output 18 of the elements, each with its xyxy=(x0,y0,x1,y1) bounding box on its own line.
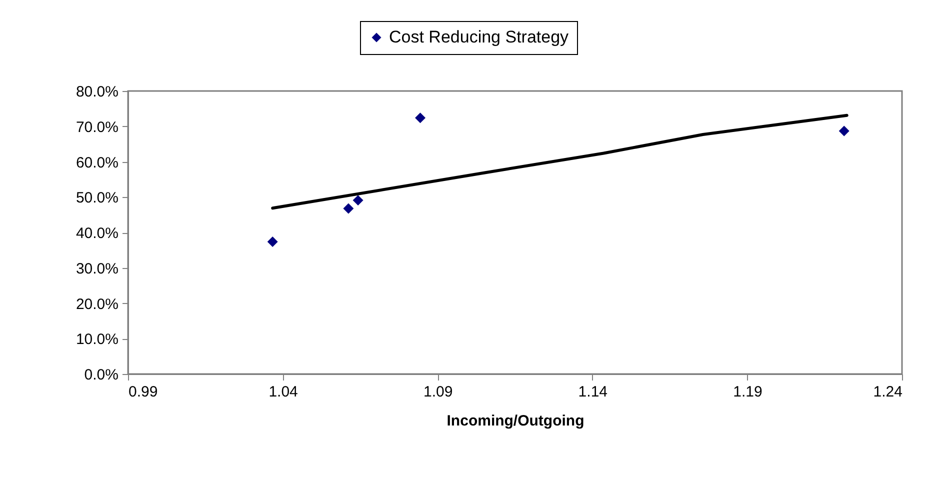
x-axis-title: Incoming/Outgoing xyxy=(446,412,584,430)
y-tick-label: 80.0% xyxy=(76,84,118,100)
line-series xyxy=(271,114,848,210)
x-tick-label: 1.09 xyxy=(424,384,453,400)
y-tick-label: 40.0% xyxy=(76,225,118,242)
x-tick-label: 1.04 xyxy=(268,384,298,400)
x-tick-label: 1.24 xyxy=(873,384,902,400)
legend-label: Cost Reducing Strategy xyxy=(389,28,570,46)
x-tick-label: 0.99 xyxy=(128,384,158,400)
y-tick-label: 20.0% xyxy=(76,296,118,313)
y-tick-label: 30.0% xyxy=(76,260,118,278)
x-tick-label: 1.14 xyxy=(578,384,608,400)
y-tick-label: 10.0% xyxy=(76,331,118,348)
x-tick-label: 1.19 xyxy=(733,384,762,400)
y-tick-label: 60.0% xyxy=(76,154,118,172)
y-tick-label: 50.0% xyxy=(76,190,118,207)
y-tick-label: 0.0% xyxy=(84,366,118,384)
y-tick-label: 70.0% xyxy=(76,118,118,136)
